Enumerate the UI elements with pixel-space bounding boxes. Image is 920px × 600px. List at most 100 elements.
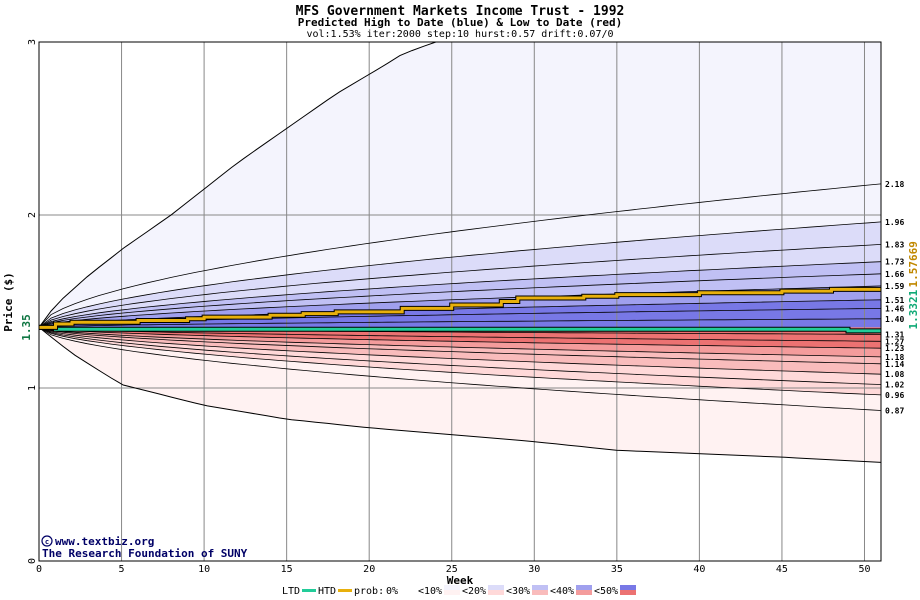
- y-axis-label: Price ($): [2, 272, 15, 332]
- legend-bin-swatch-red: [532, 590, 548, 595]
- high-band: [39, 261, 881, 328]
- x-tick-label: 0: [36, 564, 42, 575]
- high-band: [39, 244, 881, 328]
- min-curve: [38, 327, 882, 463]
- high-band: [39, 183, 881, 328]
- x-tick-label: 25: [446, 564, 458, 575]
- legend-bin-swatch-blue: [400, 585, 416, 590]
- quantile-label: 1.73: [885, 258, 904, 267]
- quantile-label: 1.40: [885, 315, 904, 324]
- legend-ltd-label: LTD: [282, 586, 300, 597]
- y-tick-label: 1: [27, 385, 38, 391]
- low-band: [39, 327, 881, 385]
- legend-bin-swatch-red: [400, 590, 416, 595]
- envelope-curves: [38, 41, 882, 463]
- x-tick-label: 5: [119, 564, 125, 575]
- legend-htd-label: HTD: [318, 586, 336, 597]
- legend-bin-swatch-red: [444, 590, 460, 595]
- chart-title: MFS Government Markets Income Trust - 19…: [296, 4, 625, 19]
- y-tick-label: 2: [27, 212, 38, 218]
- series: [39, 286, 881, 334]
- copyright-icon-glyph: c: [45, 538, 49, 546]
- high-band: [39, 299, 881, 328]
- y-tick-label: 3: [27, 39, 38, 45]
- quantile-label: 1.83: [885, 240, 904, 249]
- chart-params: vol:1.53% iter:2000 step:10 hurst:0.57 d…: [306, 29, 613, 40]
- low-quantile-line: [38, 327, 882, 358]
- credit-website: www.textbiz.org: [55, 535, 154, 548]
- plot-frame: [38, 41, 882, 562]
- x-tick-label: 10: [198, 564, 210, 575]
- x-axis-label: Week: [447, 574, 474, 587]
- legend-bin-label: <40%: [550, 586, 574, 597]
- legend-ltd-swatch: [302, 589, 316, 592]
- quantile-label: 1.31: [885, 330, 904, 339]
- low-band: [39, 327, 881, 349]
- low-quantile-line: [38, 327, 882, 365]
- htd-series: [39, 287, 881, 329]
- high-quantile-line: [38, 299, 882, 328]
- x-tick-label: 15: [281, 564, 293, 575]
- quantile-label: 0.96: [885, 391, 904, 400]
- high-band: [39, 221, 881, 328]
- legend-bin-label: <50%: [594, 586, 618, 597]
- x-tick-label: 35: [611, 564, 623, 575]
- high-quantile-line: [38, 221, 882, 328]
- start-price-label: 1.35: [20, 314, 33, 341]
- ltd-series: [39, 325, 881, 333]
- probability-bands: [39, 42, 881, 463]
- quantile-label: 1.66: [885, 270, 904, 279]
- quantile-label: 1.51: [885, 296, 904, 305]
- quantile-label: 1.08: [885, 370, 904, 379]
- low-quantile-line: [38, 327, 882, 411]
- high-band: [39, 318, 881, 328]
- high-band: [39, 42, 881, 328]
- high-band: [39, 308, 881, 328]
- legend-bin-swatch-red: [620, 590, 636, 595]
- quantile-label: 1.02: [885, 381, 904, 390]
- low-band: [39, 327, 881, 395]
- x-tick-label: 50: [858, 564, 870, 575]
- legend-bin-swatch-blue: [532, 585, 548, 590]
- high-band: [39, 273, 881, 328]
- high-quantile-line: [38, 261, 882, 328]
- credits: c www.textbiz.org The Research Foundatio…: [41, 535, 248, 560]
- low-quantile-line: [38, 327, 882, 396]
- high-quantile-line: [38, 244, 882, 328]
- legend-bin-swatch-blue: [488, 585, 504, 590]
- quantile-label: 2.18: [885, 180, 904, 189]
- low-band: [39, 327, 881, 375]
- x-tick-label: 20: [363, 564, 375, 575]
- quantile-label: 1.96: [885, 218, 904, 227]
- legend-bin-swatch-blue: [444, 585, 460, 590]
- legend-bin-swatch-blue: [620, 585, 636, 590]
- legend-bin-label: <10%: [418, 586, 442, 597]
- high-quantile-line: [38, 318, 882, 328]
- legend-bin-label: <20%: [462, 586, 486, 597]
- legend: LTD HTD prob: 0% <10% <20% <30% <40% <50%: [282, 585, 636, 597]
- y-tick-label: 0: [27, 558, 38, 564]
- legend-bin-swatch-red: [576, 590, 592, 595]
- low-quantile-line: [38, 327, 882, 349]
- x-tick-label: 45: [776, 564, 788, 575]
- y-axis-ticks: 0 1 2 3: [27, 39, 38, 564]
- x-tick-label: 40: [693, 564, 705, 575]
- copyright-icon: [41, 535, 53, 547]
- quantile-label: 1.27: [885, 337, 904, 346]
- quantile-label: 1.46: [885, 304, 904, 313]
- quantile-label: 0.87: [885, 406, 904, 415]
- quantile-label: 1.23: [885, 344, 904, 353]
- high-quantile-line: [38, 273, 882, 328]
- legend-htd-swatch: [338, 589, 352, 592]
- high-quantile-line: [38, 285, 882, 328]
- right-htd-value: 1.57669: [907, 241, 920, 287]
- credit-organization: The Research Foundation of SUNY: [42, 547, 248, 560]
- chart-subtitle: Predicted High to Date (blue) & Low to D…: [298, 16, 623, 29]
- quantile-label: 1.18: [885, 353, 904, 362]
- quantile-labels: 1.40 1.461.51 1.59 1.66 1.73 1.83 1.96 2.18 1.31…: [885, 180, 904, 416]
- legend-bin-label: <30%: [506, 586, 530, 597]
- low-band: [39, 327, 881, 357]
- plot-area: [38, 41, 882, 562]
- legend-bin-swatch-blue: [576, 585, 592, 590]
